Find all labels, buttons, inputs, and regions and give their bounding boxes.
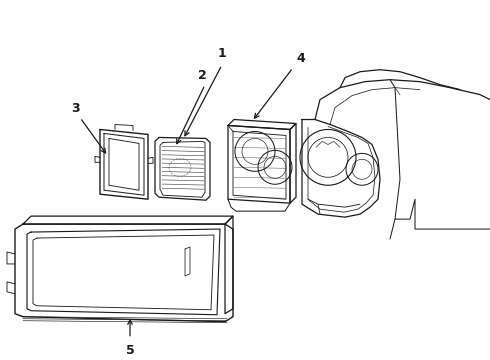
Text: 2: 2	[197, 69, 206, 82]
Text: 3: 3	[71, 102, 79, 114]
Text: 1: 1	[218, 47, 226, 60]
Text: 5: 5	[125, 343, 134, 357]
Text: 4: 4	[296, 52, 305, 65]
